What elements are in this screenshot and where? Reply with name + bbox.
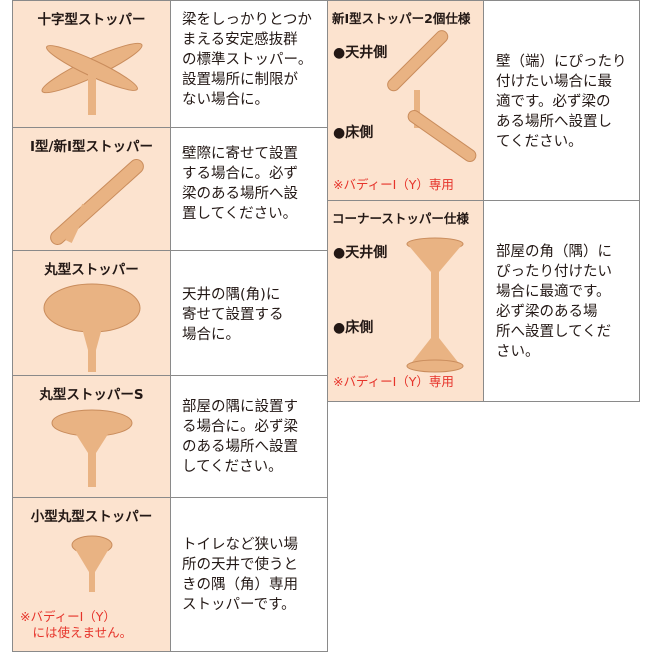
text-line: てください。 bbox=[496, 134, 583, 150]
text-line: の標準ストッパー。 bbox=[182, 52, 313, 68]
text-line: ストッパーです。 bbox=[182, 597, 296, 613]
item-note: ※バディーI（Y） には使えません。 bbox=[20, 609, 132, 641]
item-desc: 梁をしっかりとつか まえる安定感抜群 の標準ストッパー。 設置場所に制限が ない場合に。 bbox=[182, 10, 312, 110]
item-note: ※バディーI（Y）専用 bbox=[333, 374, 454, 389]
text-line: する場合に。必ず bbox=[182, 166, 298, 182]
text-line: 壁（端）にぴったり bbox=[496, 54, 627, 70]
stopper-image bbox=[41, 42, 143, 115]
text-line: 壁際に寄せて設置 bbox=[182, 146, 298, 162]
text-line: 置してください。 bbox=[182, 206, 298, 222]
item-title: 小型丸型ストッパー bbox=[30, 509, 153, 525]
top-label: ●天井側 bbox=[333, 245, 388, 261]
stopper-image bbox=[50, 159, 144, 245]
text-line: には使えません。 bbox=[20, 625, 133, 640]
text-line: きの隅（角）専用 bbox=[182, 577, 298, 593]
text-line: 部屋の隅に設置す bbox=[182, 399, 298, 415]
text-line: 所へ設置してくだ bbox=[496, 324, 612, 340]
text-line: 設置場所に制限が bbox=[182, 72, 298, 88]
text-line: 付けたい場合に最 bbox=[496, 74, 612, 90]
text-line: してください。 bbox=[182, 459, 283, 475]
stopper-image bbox=[43, 283, 141, 372]
text-line: のある場所へ設置 bbox=[182, 439, 298, 455]
text-line: さい。 bbox=[496, 344, 540, 360]
stopper-image bbox=[387, 30, 477, 163]
item-desc: 壁際に寄せて設置 する場合に。必ず 梁のある場所へ設 置してください。 bbox=[182, 144, 298, 224]
item-title: 新I型ストッパー2個仕様 bbox=[332, 11, 471, 26]
item-title: コーナーストッパー仕様 bbox=[332, 211, 469, 226]
text-line: ある場所へ設置し bbox=[496, 114, 612, 130]
text-line: 天井の隅(角)に bbox=[182, 287, 281, 303]
stopper-image bbox=[406, 237, 464, 373]
stopper-image bbox=[71, 535, 113, 592]
item-desc: 壁（端）にぴったり 付けたい場合に最 適です。必ず梁の ある場所へ設置し てください。 bbox=[496, 52, 627, 152]
text-line: ※バディーI（Y） bbox=[20, 609, 116, 624]
text-line: トイレなど狭い場 bbox=[182, 537, 298, 553]
text-line: 適です。必ず梁の bbox=[496, 94, 611, 110]
text-line: 所の天井で使うと bbox=[182, 557, 298, 573]
bottom-label: ●床側 bbox=[333, 320, 374, 336]
item-desc: 部屋の角（隅）に ぴったり付けたい 場合に最適です。 必ず梁のある場 所へ設置してくださ… bbox=[496, 242, 612, 362]
item-note: ※バディーI（Y）専用 bbox=[333, 177, 454, 192]
top-label: ●天井側 bbox=[333, 45, 388, 61]
text-line: 寄せて設置する bbox=[182, 307, 284, 323]
bottom-label: ●床側 bbox=[333, 125, 374, 141]
text-line: ない場合に。 bbox=[182, 92, 269, 108]
item-title: 丸型ストッパー bbox=[44, 262, 139, 278]
text-line: 場合に最適です。 bbox=[496, 284, 611, 300]
item-title: 十字型ストッパー bbox=[37, 12, 146, 28]
item-title: I型/新I型ストッパー bbox=[30, 139, 153, 155]
text-line: る場合に。必ず梁 bbox=[182, 419, 298, 435]
text-line: ぴったり付けたい bbox=[496, 264, 612, 280]
stopper-image bbox=[51, 409, 133, 487]
item-desc: 部屋の隅に設置す る場合に。必ず梁 のある場所へ設置 してください。 bbox=[182, 397, 298, 477]
text-line: 梁のある場所へ設 bbox=[182, 186, 298, 202]
item-desc: 天井の隅(角)に 寄せて設置する 場合に。 bbox=[182, 285, 284, 345]
text-line: 場合に。 bbox=[182, 327, 240, 343]
image-cell bbox=[327, 0, 484, 201]
item-title: 丸型ストッパーS bbox=[39, 387, 144, 403]
text-line: まえる安定感抜群 bbox=[182, 32, 298, 48]
desc-cell bbox=[483, 200, 640, 402]
text-line: 必ず梁のある場 bbox=[496, 304, 598, 320]
item-desc: トイレなど狭い場 所の天井で使うと きの隅（角）専用 ストッパーです。 bbox=[182, 535, 298, 615]
text-line: 部屋の角（隅）に bbox=[496, 244, 612, 260]
text-line: 梁をしっかりとつか bbox=[182, 12, 312, 28]
